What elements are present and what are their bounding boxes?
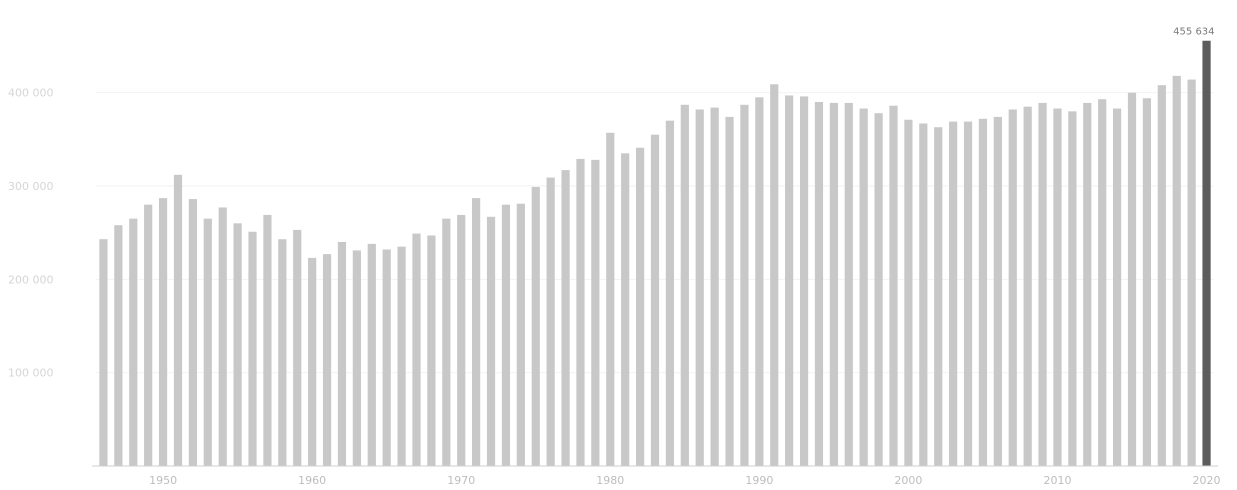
bar (710, 107, 719, 466)
bar (1113, 108, 1122, 466)
highlight-value-label: 455 634 (1173, 27, 1214, 38)
bar (397, 246, 406, 466)
bar (799, 96, 809, 467)
y-tick-label: 400 000 (8, 87, 54, 100)
bar (591, 159, 600, 466)
bar (1083, 102, 1092, 467)
bar (531, 186, 540, 466)
bar (457, 214, 466, 466)
bar (337, 242, 347, 466)
bar (263, 214, 272, 466)
bar (949, 121, 958, 466)
bar (889, 105, 898, 466)
bar (352, 250, 361, 466)
bar (770, 84, 779, 467)
x-tick-label: 1970 (447, 474, 475, 487)
bar (635, 147, 645, 467)
bar (486, 216, 496, 466)
bar (919, 123, 928, 466)
bar (412, 233, 421, 466)
bar (382, 249, 391, 466)
bar (1127, 92, 1137, 467)
bar (322, 254, 332, 466)
bar (129, 218, 138, 466)
bar (695, 109, 704, 466)
bar (233, 223, 242, 466)
bar (844, 102, 853, 467)
y-tick-label: 300 000 (8, 180, 54, 193)
bar (308, 257, 317, 466)
x-tick-label: 1980 (596, 474, 624, 487)
bar (203, 218, 212, 466)
x-tick-label: 1950 (149, 474, 177, 487)
bar (606, 132, 615, 467)
bar (158, 198, 168, 466)
x-tick-label: 2000 (894, 474, 922, 487)
y-tick-label: 200 000 (8, 273, 54, 286)
bar (680, 104, 689, 467)
bar-highlight (1202, 40, 1211, 467)
bar (442, 218, 451, 466)
bar (367, 243, 376, 466)
bar (1142, 98, 1152, 467)
bar (218, 207, 227, 466)
y-tick-label: 100 000 (8, 367, 54, 380)
bar (576, 158, 585, 466)
bar (99, 239, 108, 466)
bar (427, 235, 436, 466)
bar (472, 198, 481, 466)
bar (546, 177, 555, 466)
bar (188, 199, 197, 466)
bar (904, 119, 913, 466)
bar (1068, 111, 1077, 466)
bar (278, 239, 287, 466)
bar (621, 153, 630, 466)
bar (1187, 79, 1196, 466)
bar (993, 116, 1002, 467)
x-tick-label: 1990 (745, 474, 773, 487)
bar (144, 204, 153, 467)
bar (859, 108, 868, 466)
x-tick-label: 1960 (298, 474, 326, 487)
bar (829, 102, 838, 467)
x-tick-label: 2020 (1193, 474, 1221, 487)
bar (516, 203, 525, 467)
bar (1038, 102, 1047, 467)
bar (665, 120, 675, 467)
bar (248, 231, 257, 466)
bar (785, 95, 794, 466)
bar (1172, 75, 1181, 467)
bar (1053, 108, 1062, 466)
bar (814, 102, 824, 466)
x-tick-label: 2010 (1043, 474, 1071, 487)
bar (934, 127, 943, 466)
bar (874, 113, 883, 466)
bar (755, 97, 764, 466)
bar (1023, 106, 1032, 467)
bar (978, 118, 988, 467)
bar (963, 121, 973, 466)
bar (561, 170, 570, 466)
bar (293, 229, 302, 466)
bar (1157, 85, 1166, 466)
bar (650, 134, 660, 467)
bar (725, 116, 734, 467)
bar (173, 174, 183, 467)
bar (114, 225, 123, 466)
bar (1008, 109, 1017, 466)
bar (740, 104, 749, 467)
bar (1098, 99, 1107, 466)
bar (501, 204, 511, 467)
